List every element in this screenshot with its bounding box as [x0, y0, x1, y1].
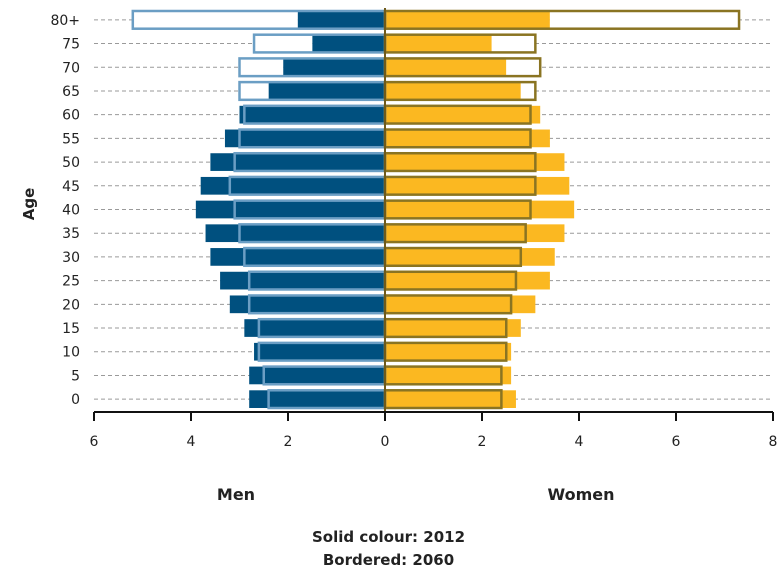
x-tick-label: 6 — [672, 434, 681, 450]
women-2012-bar — [385, 129, 550, 148]
y-tick-label: 60 — [62, 108, 80, 124]
men-2012-bar — [268, 82, 385, 100]
bar-extension-fill — [239, 58, 284, 77]
men-2012-bar — [200, 176, 385, 195]
x-tick-label: 6 — [90, 434, 99, 450]
women-2012-bar — [385, 176, 570, 195]
y-tick-label: 15 — [62, 321, 80, 337]
women-2012-bar — [385, 11, 550, 29]
women-2012-bar — [385, 271, 550, 290]
y-tick-label: 65 — [62, 84, 80, 100]
men-2012-bar — [312, 34, 385, 53]
men-2012-bar — [229, 295, 385, 314]
women-2012-bar — [385, 153, 565, 171]
y-tick-label: 45 — [62, 179, 80, 195]
bar-extension-fill — [520, 82, 536, 100]
y-tick-label: 10 — [62, 345, 80, 361]
y-tick-label: 55 — [62, 131, 80, 147]
y-tick-label: 80+ — [50, 13, 80, 29]
women-2012-bar — [385, 342, 512, 361]
bar-extension-fill — [239, 82, 269, 100]
women-2012-bar — [385, 295, 536, 314]
bars-2012 — [132, 11, 740, 408]
men-2012-bar — [283, 58, 385, 77]
x-tick-label: 0 — [381, 434, 390, 450]
x-tick-label: 2 — [284, 434, 293, 450]
men-2012-bar — [205, 224, 385, 243]
axes — [93, 8, 774, 421]
men-side-label: Men — [217, 485, 255, 504]
women-2012-bar — [385, 82, 521, 100]
women-2012-bar — [385, 105, 541, 124]
y-tick-label: 30 — [62, 250, 80, 266]
men-2012-bar — [210, 153, 385, 171]
y-tick-label: 25 — [62, 274, 80, 290]
women-2012-bar — [385, 248, 555, 266]
women-2012-bar — [385, 200, 575, 219]
legend-solid-2012: Solid colour: 2012 — [311, 528, 466, 546]
y-tick-label: 40 — [62, 203, 80, 219]
bar-extension-fill — [254, 34, 313, 53]
men-2012-bar — [239, 105, 385, 124]
men-2012-bar — [254, 342, 385, 361]
x-tick-label: 4 — [575, 434, 584, 450]
men-2012-bar — [224, 129, 385, 148]
y-axis-label: Age — [20, 188, 38, 221]
women-2012-bar — [385, 319, 521, 337]
x-tick-label: 4 — [187, 434, 196, 450]
y-tick-label: 20 — [62, 297, 80, 313]
y-tick-label: 35 — [62, 226, 80, 242]
men-2012-bar — [244, 319, 385, 337]
men-2012-bar — [195, 200, 385, 219]
men-2012-bar — [249, 390, 385, 408]
bar-extension-fill — [132, 11, 298, 29]
bar-extension-fill — [491, 34, 536, 53]
labels: Age Men Women 05101520253035404550556065… — [20, 13, 777, 504]
y-tick-label: 5 — [71, 368, 80, 384]
women-2012-bar — [385, 224, 565, 243]
bar-extension-fill — [506, 58, 541, 77]
y-tick-label: 75 — [62, 37, 80, 53]
y-tick-label: 70 — [62, 60, 80, 76]
women-2012-bar — [385, 366, 512, 385]
x-tick-label: 8 — [769, 434, 777, 450]
men-2012-bar — [220, 271, 385, 290]
legend-bordered-2060: Bordered: 2060 — [322, 551, 455, 569]
y-tick-label: 0 — [71, 392, 80, 408]
women-2012-bar — [385, 58, 507, 77]
x-tick-label: 2 — [478, 434, 487, 450]
men-2012-bar — [249, 366, 385, 385]
women-2012-bar — [385, 34, 492, 53]
women-2012-bar — [385, 390, 516, 408]
y-tick-label: 50 — [62, 155, 80, 171]
bar-extension-fill — [549, 11, 740, 29]
men-2012-bar — [210, 248, 385, 266]
women-side-label: Women — [548, 485, 615, 504]
men-2012-bar — [297, 11, 385, 29]
